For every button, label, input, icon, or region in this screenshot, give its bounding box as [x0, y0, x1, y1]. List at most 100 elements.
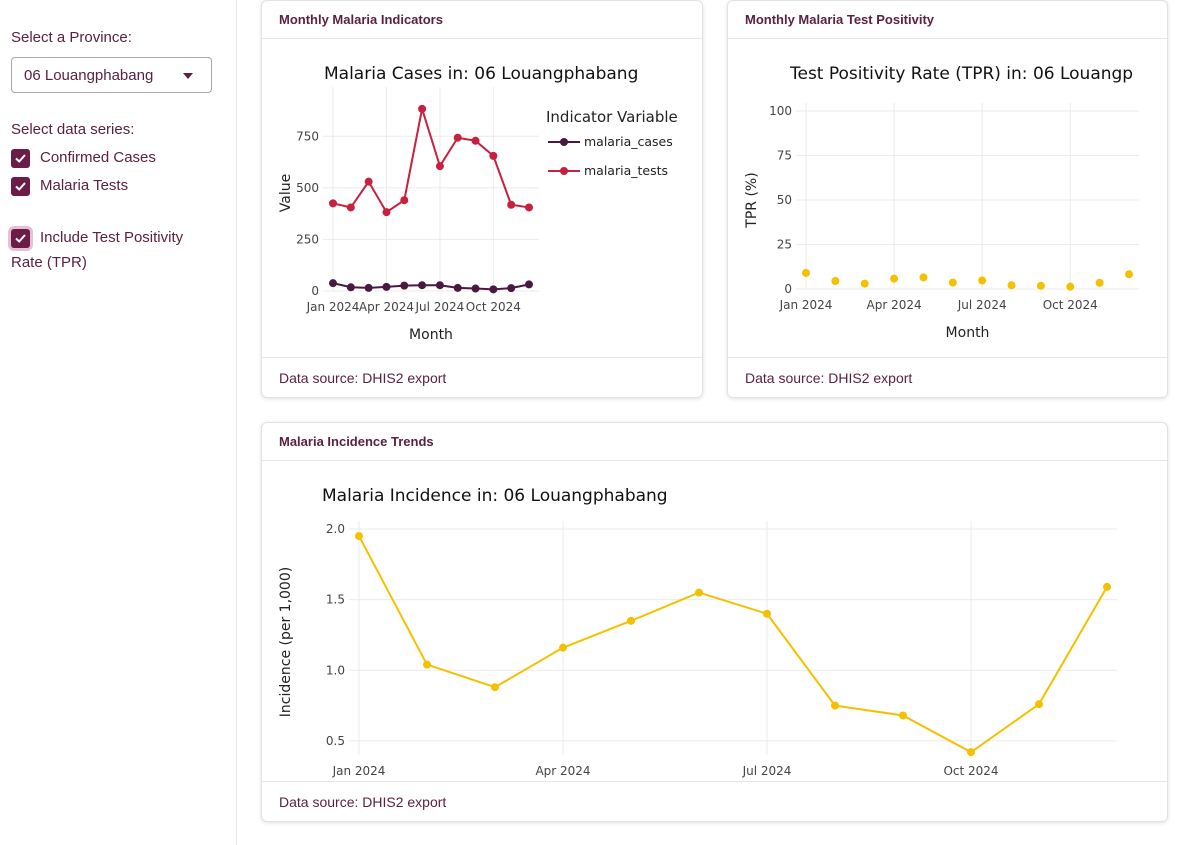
x-tick-label: Jan 2024 — [332, 764, 386, 778]
series-line — [332, 108, 530, 214]
incidence-card-header: Malaria Incidence Trends — [262, 423, 1167, 461]
x-tick-label: Jul 2024 — [957, 298, 1007, 312]
tpr-card-footer: Data source: DHIS2 export — [728, 357, 1167, 397]
malaria-tests-label: Malaria Tests — [40, 177, 129, 194]
x-axis-title: Month — [946, 325, 990, 341]
chart-title: Test Positivity Rate (TPR) in: 06 Louang… — [789, 64, 1133, 84]
x-tick-label: Apr 2024 — [359, 300, 414, 314]
incidence-card: Malaria Incidence Trends 0.5 1.0 1.5 2.0 Jan… — [261, 422, 1168, 822]
malaria-tests-checkbox[interactable] — [11, 177, 30, 196]
indicators-card-footer: Data source: DHIS2 export — [262, 357, 702, 397]
data-point — [860, 279, 869, 288]
y-axis-title: Value — [278, 174, 294, 212]
check-icon — [15, 154, 26, 163]
tpr-checkbox[interactable] — [11, 229, 30, 248]
data-point — [471, 136, 480, 145]
data-point — [919, 273, 928, 282]
incidence-chart: 0.5 1.0 1.5 2.0 Jan 2024 Apr 2024 Jul 2024 Oct … — [278, 486, 1117, 778]
sidebar: Select a Province: 06 Louangphabang Sele… — [0, 0, 237, 845]
series-line — [358, 535, 1108, 754]
data-point — [627, 616, 635, 625]
data-point — [382, 208, 391, 217]
data-point — [346, 203, 355, 212]
data-point — [1066, 282, 1075, 291]
legend-marker — [560, 138, 568, 146]
y-axis-title: Incidence (per 1,000) — [278, 567, 294, 717]
data-point — [491, 683, 499, 692]
data-point — [423, 660, 431, 669]
data-point — [435, 162, 444, 171]
data-point — [418, 104, 427, 113]
data-point — [763, 609, 771, 618]
data-point — [525, 203, 533, 212]
data-point — [967, 748, 975, 757]
data-point — [418, 281, 427, 290]
indicators-source: Data source: DHIS2 export — [279, 370, 447, 386]
incidence-source: Data source: DHIS2 export — [279, 794, 447, 810]
incidence-card-title: Malaria Incidence Trends — [279, 434, 434, 449]
y-tick-label: 0.5 — [326, 734, 345, 748]
y-tick-label: 2.0 — [326, 522, 345, 536]
chart-title: Malaria Cases in: 06 Louangphabang — [324, 64, 638, 84]
indicators-chart: 0 250 500 750 Jan 2024 Apr 2024 Jul 2024 Oct 20… — [278, 64, 678, 343]
data-point — [382, 282, 391, 291]
check-icon — [15, 234, 26, 243]
y-tick-label: 1.5 — [326, 593, 345, 607]
tpr-label-line1: Include Test Positivity — [40, 229, 184, 246]
data-point — [559, 643, 567, 652]
data-point — [831, 276, 840, 285]
indicators-card: Monthly Malaria Indicators 0 250 500 750 Jan… — [261, 0, 703, 398]
y-tick-label: 0 — [784, 282, 792, 296]
data-point — [453, 133, 462, 142]
data-point — [831, 701, 839, 710]
data-point — [1036, 281, 1045, 290]
data-point — [364, 177, 373, 186]
tpr-card: Monthly Malaria Test Positivity 0 25 50 75 1… — [727, 0, 1168, 398]
y-tick-label: 1.0 — [326, 663, 345, 677]
x-tick-label: Oct 2024 — [1043, 298, 1098, 312]
data-point — [1103, 582, 1111, 591]
y-axis-title: TPR (%) — [744, 172, 760, 228]
province-select[interactable]: 06 Louangphabang — [11, 57, 212, 93]
x-tick-label: Jul 2024 — [414, 300, 464, 314]
province-select-value: 06 Louangphabang — [24, 67, 154, 84]
check-icon — [15, 182, 26, 191]
incidence-card-footer: Data source: DHIS2 export — [262, 781, 1167, 821]
data-point — [400, 281, 409, 290]
chart-title: Malaria Incidence in: 06 Louangphabang — [322, 486, 668, 506]
tpr-card-header: Monthly Malaria Test Positivity — [728, 1, 1167, 39]
indicators-card-title: Monthly Malaria Indicators — [279, 12, 443, 27]
legend-label: malaria_cases — [584, 134, 673, 149]
x-tick-label: Jan 2024 — [306, 300, 360, 314]
indicators-card-header: Monthly Malaria Indicators — [262, 1, 702, 39]
y-tick-label: 100 — [769, 104, 792, 118]
y-tick-label: 25 — [777, 238, 792, 252]
x-tick-label: Jul 2024 — [742, 764, 792, 778]
data-point — [329, 279, 337, 288]
data-point — [364, 283, 373, 292]
x-tick-label: Jan 2024 — [779, 298, 833, 312]
series-line — [332, 282, 530, 291]
x-tick-label: Oct 2024 — [466, 300, 521, 314]
confirmed-cases-checkbox[interactable] — [11, 149, 30, 168]
data-point — [507, 200, 516, 209]
data-point — [1035, 700, 1043, 709]
data-point — [1095, 278, 1104, 287]
series-label: Select data series: — [11, 121, 135, 138]
x-axis-title: Month — [409, 327, 453, 343]
x-tick-label: Apr 2024 — [535, 764, 590, 778]
tpr-card-title: Monthly Malaria Test Positivity — [745, 12, 935, 27]
province-label: Select a Province: — [11, 29, 132, 46]
data-point — [890, 274, 899, 283]
data-point — [695, 588, 703, 597]
data-point — [489, 151, 498, 160]
x-tick-label: Apr 2024 — [867, 298, 922, 312]
data-point — [355, 532, 363, 541]
y-tick-label: 250 — [296, 232, 319, 246]
y-tick-label: 50 — [777, 193, 792, 207]
legend-label: malaria_tests — [584, 163, 668, 178]
data-point — [507, 284, 516, 293]
tpr-source: Data source: DHIS2 export — [745, 370, 913, 386]
x-tick-label: Oct 2024 — [943, 764, 998, 778]
data-point — [435, 281, 444, 290]
